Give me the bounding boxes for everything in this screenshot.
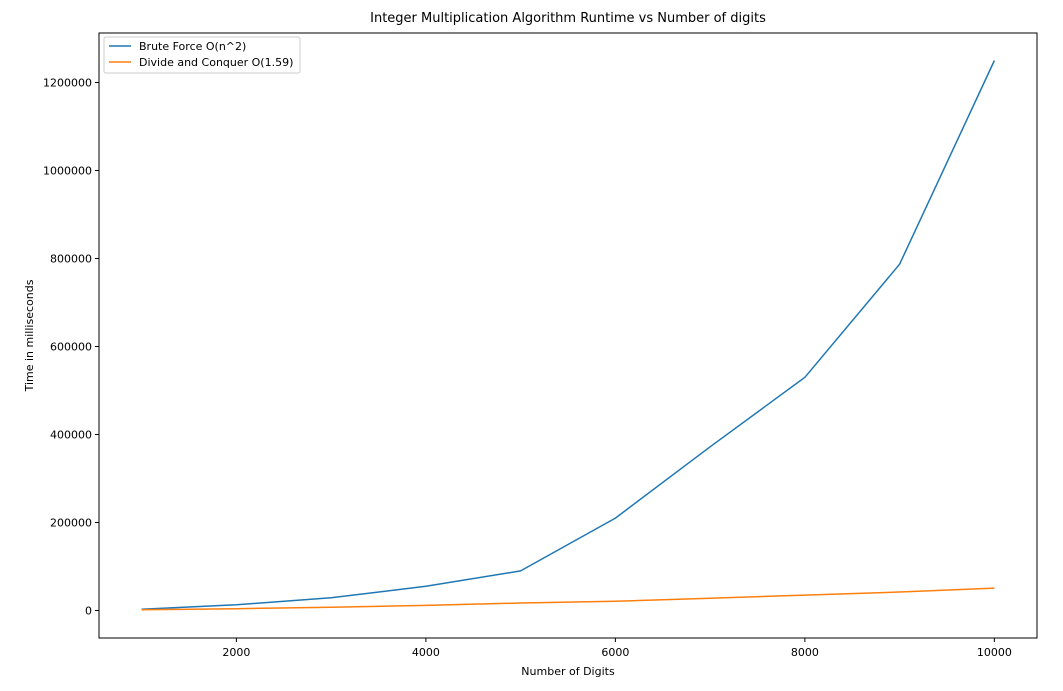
y-tick-label: 1200000	[43, 77, 92, 90]
y-tick-label: 600000	[50, 341, 92, 354]
x-tick-label: 8000	[791, 646, 819, 659]
chart-title: Integer Multiplication Algorithm Runtime…	[370, 11, 766, 26]
x-tick-label: 10000	[977, 646, 1012, 659]
y-axis: 0 200000 400000 600000 800000 1000000 1200000	[43, 77, 99, 618]
series-lines	[141, 60, 996, 611]
x-tick-label: 6000	[601, 646, 629, 659]
legend-label-divide-and-conquer: Divide and Conquer O(1.59)	[139, 56, 293, 69]
y-axis-label: Time in milliseconds	[23, 279, 36, 392]
legend-label-brute-force: Brute Force O(n^2)	[139, 40, 246, 53]
series-line-0	[141, 60, 996, 610]
x-axis-label: Number of Digits	[521, 665, 615, 678]
y-tick-label: 0	[85, 605, 92, 618]
x-tick-label: 4000	[412, 646, 440, 659]
y-tick-label: 400000	[50, 429, 92, 442]
y-tick-label: 800000	[50, 253, 92, 266]
y-tick-label: 1000000	[43, 165, 92, 178]
x-axis: 2000 4000 6000 8000 10000	[222, 638, 1012, 659]
legend: Brute Force O(n^2) Divide and Conquer O(…	[103, 36, 301, 74]
legend-box	[103, 36, 301, 74]
y-tick-label: 200000	[50, 517, 92, 530]
x-tick-label: 2000	[222, 646, 250, 659]
series-line-1	[141, 587, 995, 611]
plot-area	[98, 32, 1038, 639]
